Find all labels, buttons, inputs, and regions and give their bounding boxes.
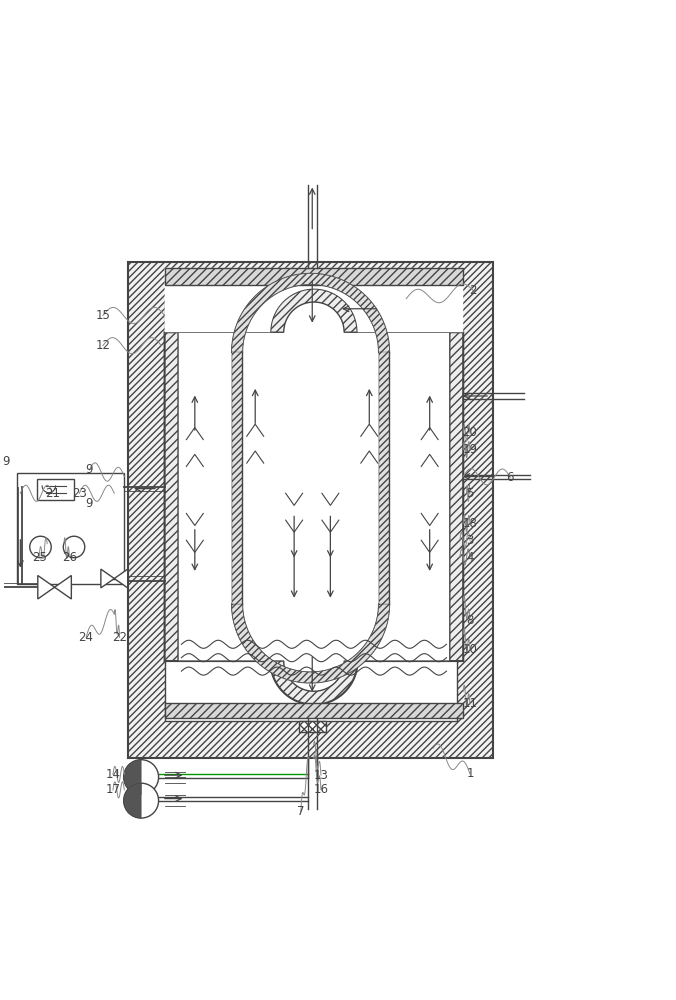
Text: 3: 3 bbox=[466, 534, 474, 547]
Text: 2: 2 bbox=[470, 284, 477, 297]
Text: 16: 16 bbox=[314, 783, 329, 796]
Bar bbox=[165, 268, 463, 285]
Text: 17: 17 bbox=[105, 783, 120, 796]
Text: 5: 5 bbox=[466, 487, 474, 500]
Polygon shape bbox=[55, 575, 72, 599]
Text: 1: 1 bbox=[466, 767, 474, 780]
Text: 9: 9 bbox=[2, 455, 9, 468]
Bar bbox=[128, 262, 493, 758]
Text: 11: 11 bbox=[462, 697, 477, 710]
Text: 7: 7 bbox=[297, 805, 305, 818]
Bar bbox=[17, 473, 124, 584]
Polygon shape bbox=[165, 289, 463, 705]
Wedge shape bbox=[124, 783, 141, 818]
Text: 9: 9 bbox=[86, 497, 93, 510]
Text: 15: 15 bbox=[95, 309, 110, 322]
Text: 9: 9 bbox=[86, 463, 93, 476]
Text: 25: 25 bbox=[32, 551, 47, 564]
Polygon shape bbox=[232, 604, 389, 683]
Text: 12: 12 bbox=[95, 339, 110, 352]
Polygon shape bbox=[379, 352, 389, 604]
Circle shape bbox=[124, 760, 159, 795]
Bar bbox=[299, 721, 326, 732]
Text: 19: 19 bbox=[462, 443, 477, 456]
Text: 24: 24 bbox=[78, 631, 93, 644]
Wedge shape bbox=[124, 760, 141, 795]
Text: 4: 4 bbox=[466, 551, 474, 564]
Bar bbox=[165, 703, 463, 718]
Polygon shape bbox=[101, 569, 114, 588]
Polygon shape bbox=[165, 268, 463, 332]
Polygon shape bbox=[232, 274, 389, 352]
Text: 8: 8 bbox=[466, 614, 474, 627]
Text: 20: 20 bbox=[462, 426, 477, 439]
Bar bbox=[37, 479, 74, 500]
Text: 6: 6 bbox=[506, 471, 514, 484]
Text: 22: 22 bbox=[112, 631, 127, 644]
Polygon shape bbox=[178, 302, 450, 691]
Text: 21: 21 bbox=[45, 487, 60, 500]
Text: 23: 23 bbox=[72, 487, 87, 500]
Text: 10: 10 bbox=[462, 643, 477, 656]
Polygon shape bbox=[114, 569, 128, 588]
Text: 13: 13 bbox=[314, 769, 329, 782]
Bar bbox=[165, 299, 456, 721]
Circle shape bbox=[124, 783, 159, 818]
Text: 18: 18 bbox=[462, 517, 477, 530]
Text: 26: 26 bbox=[62, 551, 77, 564]
Polygon shape bbox=[232, 352, 243, 604]
Text: 14: 14 bbox=[105, 768, 120, 781]
Polygon shape bbox=[38, 575, 55, 599]
